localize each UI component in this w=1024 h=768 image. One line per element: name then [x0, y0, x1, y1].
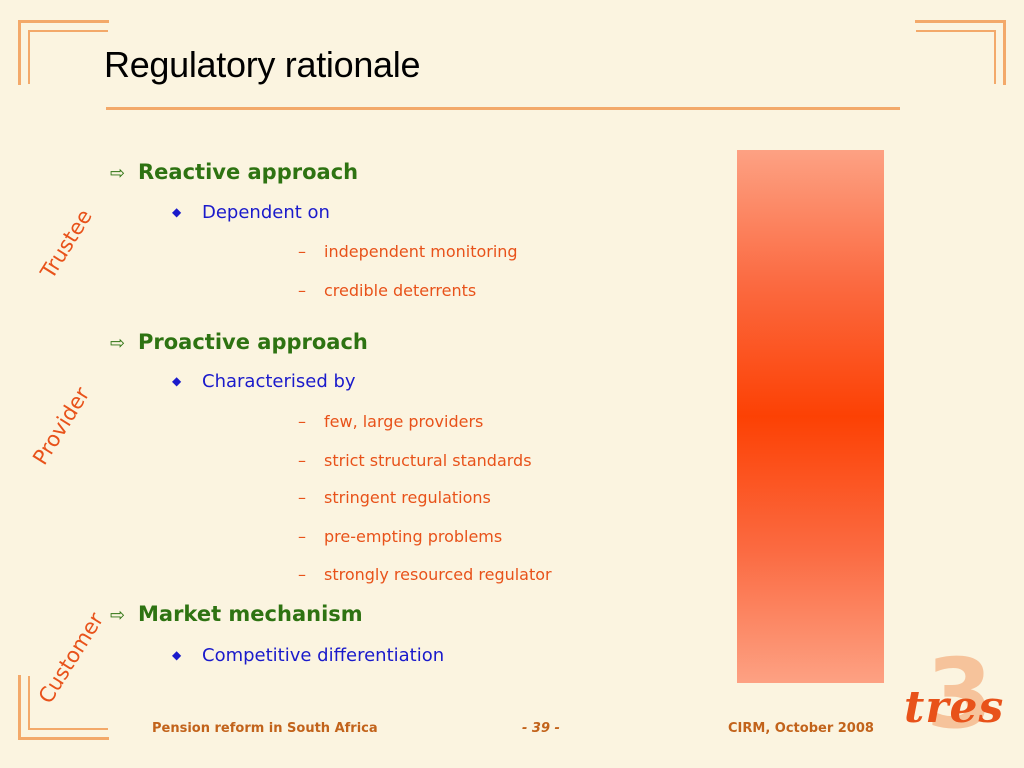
list-item: – strongly resourced regulator: [298, 565, 552, 584]
list-item: – independent monitoring: [298, 242, 518, 261]
logo-wordmark: tres: [904, 682, 1005, 733]
corner-bracket-top-right-outer: [915, 20, 1006, 85]
dash-bullet: –: [298, 451, 306, 470]
section-subheading: ◆ Characterised by: [172, 371, 356, 392]
corner-bracket-top-left-outer: [18, 20, 109, 85]
side-label-trustee: Trustee: [35, 205, 97, 283]
diamond-bullet-icon: ◆: [172, 205, 182, 219]
footer-event-date: CIRM, October 2008: [728, 721, 874, 736]
footer-presentation-title: Pension reform in South Africa: [152, 721, 378, 736]
side-label-provider: Provider: [28, 382, 95, 470]
logo-numeral: 3: [926, 638, 993, 750]
right-arrow-outline-icon: ⇨: [110, 605, 126, 626]
section-heading-text: Market mechanism: [138, 602, 363, 626]
section-heading-text: Proactive approach: [138, 330, 368, 354]
list-item: – few, large providers: [298, 412, 483, 431]
corner-bracket-bottom-left-inner: [28, 676, 108, 730]
diamond-bullet-icon: ◆: [172, 648, 182, 662]
list-item: – stringent regulations: [298, 488, 491, 507]
list-item-text: few, large providers: [324, 412, 484, 431]
dash-bullet: –: [298, 281, 306, 300]
gradient-intensity-bar: [737, 150, 884, 683]
section-heading: ⇨ Reactive approach: [110, 160, 358, 184]
list-item-text: pre-empting problems: [324, 527, 503, 546]
dash-bullet: –: [298, 565, 306, 584]
section-heading: ⇨ Proactive approach: [110, 330, 368, 354]
list-item: – strict structural standards: [298, 451, 532, 470]
list-item-text: independent monitoring: [324, 242, 518, 261]
list-item: – pre-empting problems: [298, 527, 502, 546]
section-subheading-text: Dependent on: [202, 202, 330, 223]
footer-page-number: - 39 -: [522, 721, 560, 736]
list-item-text: stringent regulations: [324, 488, 491, 507]
section-subheading: ◆ Competitive differentiation: [172, 645, 444, 666]
slide-title: Regulatory rationale: [104, 44, 421, 85]
corner-bracket-top-left-inner: [28, 30, 108, 84]
section-subheading-text: Competitive differentiation: [202, 645, 445, 666]
dash-bullet: –: [298, 488, 306, 507]
section-subheading-text: Characterised by: [202, 371, 356, 392]
corner-bracket-top-right-inner: [916, 30, 996, 84]
list-item-text: credible deterrents: [324, 281, 477, 300]
list-item-text: strongly resourced regulator: [324, 565, 552, 584]
tres-logo: 3 tres: [902, 646, 1020, 752]
dash-bullet: –: [298, 412, 306, 431]
section-heading-text: Reactive approach: [138, 160, 359, 184]
list-item: – credible deterrents: [298, 281, 476, 300]
list-item-text: strict structural standards: [324, 451, 532, 470]
diamond-bullet-icon: ◆: [172, 374, 182, 388]
right-arrow-outline-icon: ⇨: [110, 333, 126, 354]
title-divider: [106, 107, 900, 110]
section-subheading: ◆ Dependent on: [172, 202, 330, 223]
corner-bracket-bottom-left-outer: [18, 675, 109, 740]
right-arrow-outline-icon: ⇨: [110, 163, 126, 184]
dash-bullet: –: [298, 242, 306, 261]
dash-bullet: –: [298, 527, 306, 546]
section-heading: ⇨ Market mechanism: [110, 602, 363, 626]
